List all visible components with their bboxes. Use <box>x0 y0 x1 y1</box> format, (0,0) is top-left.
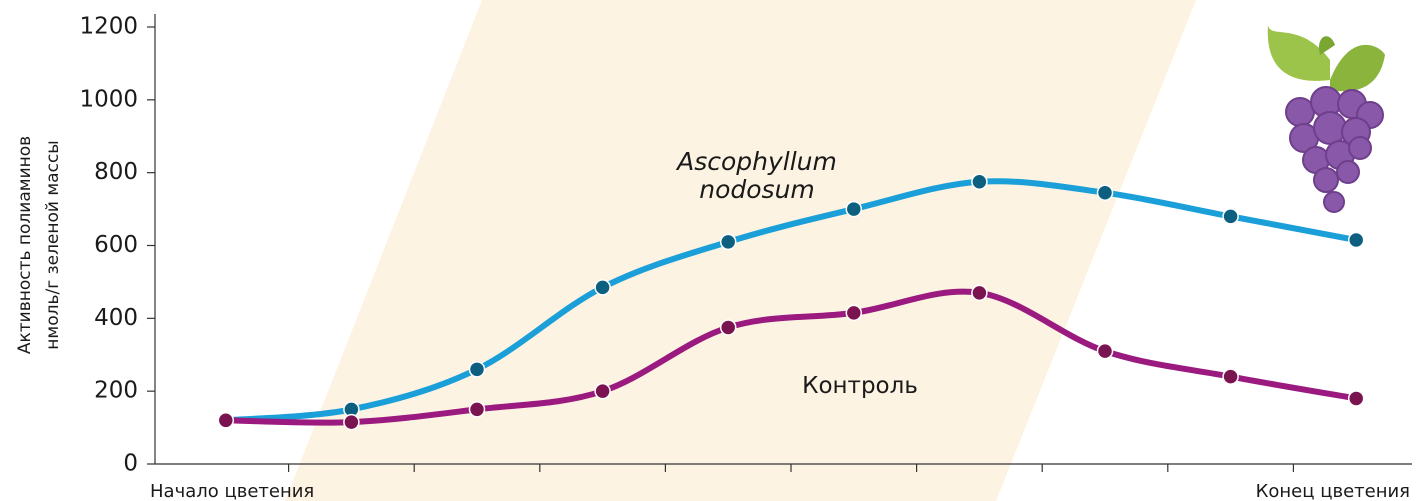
data-point <box>470 402 485 417</box>
data-point <box>1349 391 1364 406</box>
y-tick-label: 200 <box>94 378 138 404</box>
y-tick-label: 600 <box>94 232 138 258</box>
data-point <box>1349 233 1364 248</box>
data-point <box>846 305 861 320</box>
grape-icon <box>1268 25 1385 212</box>
data-point <box>1223 209 1238 224</box>
data-point <box>721 234 736 249</box>
y-tick-label: 0 <box>123 451 138 477</box>
y-axis-label: Активность полиаминов <box>15 136 35 354</box>
y-tick-label: 800 <box>94 159 138 185</box>
data-point <box>595 384 610 399</box>
y-tick-label: 1000 <box>79 86 138 112</box>
data-point <box>1098 185 1113 200</box>
flowering-band <box>285 0 1196 501</box>
x-tick-label: Конец цветения <box>1256 481 1410 501</box>
data-point <box>721 320 736 335</box>
data-point <box>595 280 610 295</box>
chart-svg: Активность полиаминов нмоль/г зеленой ма… <box>0 0 1420 501</box>
y-tick-label: 400 <box>94 305 138 331</box>
series-label: Ascophyllum nodosum <box>657 148 857 204</box>
data-point <box>1223 369 1238 384</box>
data-point <box>1098 344 1113 359</box>
y-axis-label: нмоль/г зеленой массы <box>43 140 63 349</box>
chart: Активность полиаминов нмоль/г зеленой ма… <box>0 0 1420 501</box>
y-tick-label: 1200 <box>79 14 138 40</box>
data-point <box>344 415 359 430</box>
data-point <box>470 362 485 377</box>
data-point <box>972 174 987 189</box>
series-label: Контроль <box>760 372 960 400</box>
data-point <box>218 413 233 428</box>
data-point <box>972 285 987 300</box>
x-tick-label: Начало цветения <box>150 481 314 501</box>
